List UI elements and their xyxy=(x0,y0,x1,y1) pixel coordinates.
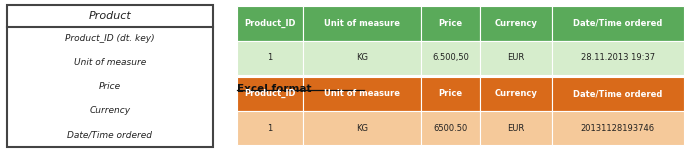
Text: 1: 1 xyxy=(267,124,273,133)
Text: Date/Time ordered: Date/Time ordered xyxy=(67,130,153,139)
Text: Product: Product xyxy=(89,11,131,21)
Bar xyxy=(552,6,684,41)
Bar xyxy=(303,111,421,145)
Text: Excel format: Excel format xyxy=(237,84,311,94)
Bar xyxy=(421,41,480,75)
Text: EUR: EUR xyxy=(508,124,525,133)
Text: Unit of measure: Unit of measure xyxy=(74,58,146,67)
Text: Unit of measure: Unit of measure xyxy=(324,89,400,98)
Bar xyxy=(552,111,684,145)
Text: Product_ID (dt. key): Product_ID (dt. key) xyxy=(65,34,155,43)
Bar xyxy=(421,111,480,145)
Text: Unit of measure: Unit of measure xyxy=(324,19,400,28)
Bar xyxy=(237,6,303,41)
Bar xyxy=(480,6,552,41)
Bar xyxy=(237,111,303,145)
Bar xyxy=(480,111,552,145)
Text: Product_ID: Product_ID xyxy=(244,89,295,98)
Text: 1: 1 xyxy=(267,53,273,62)
Text: Price: Price xyxy=(99,82,121,91)
Text: Product_ID: Product_ID xyxy=(244,19,295,28)
Text: Date/Time ordered: Date/Time ordered xyxy=(573,89,662,98)
Text: EUR: EUR xyxy=(508,53,525,62)
Text: Currency: Currency xyxy=(495,89,537,98)
Bar xyxy=(303,6,421,41)
Text: Currency: Currency xyxy=(495,19,537,28)
Bar xyxy=(552,76,684,111)
Bar xyxy=(480,41,552,75)
Text: 20131128193746: 20131128193746 xyxy=(581,124,655,133)
Text: KG: KG xyxy=(356,53,368,62)
Text: Date/Time ordered: Date/Time ordered xyxy=(573,19,662,28)
Text: Price: Price xyxy=(438,89,462,98)
Bar xyxy=(480,76,552,111)
Bar xyxy=(421,76,480,111)
Bar xyxy=(303,76,421,111)
Text: 6500.50: 6500.50 xyxy=(433,124,468,133)
FancyBboxPatch shape xyxy=(7,5,213,147)
Text: Price: Price xyxy=(438,19,462,28)
Bar xyxy=(237,41,303,75)
Text: Currency: Currency xyxy=(89,106,131,115)
Bar xyxy=(552,41,684,75)
Bar xyxy=(303,41,421,75)
Bar xyxy=(237,76,303,111)
Bar xyxy=(421,6,480,41)
Text: KG: KG xyxy=(356,124,368,133)
Text: 6.500,50: 6.500,50 xyxy=(432,53,469,62)
Text: 28.11.2013 19:37: 28.11.2013 19:37 xyxy=(581,53,655,62)
